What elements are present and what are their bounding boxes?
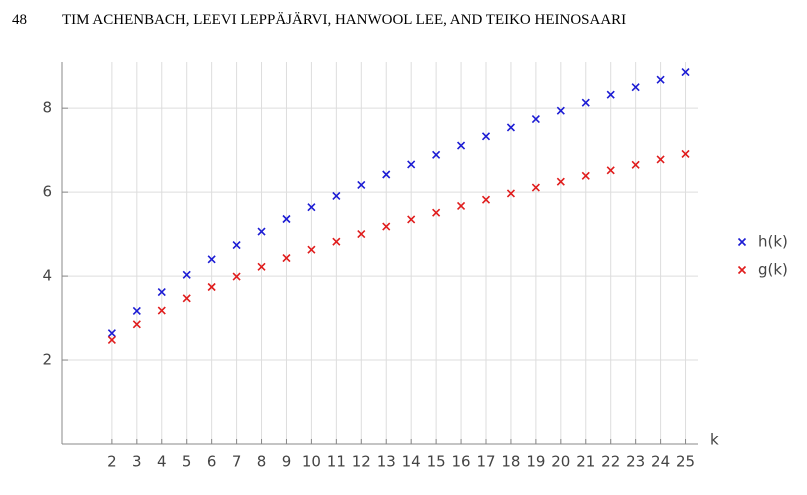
x-tick-label: 19 <box>526 453 545 471</box>
point <box>332 237 341 246</box>
point <box>282 214 291 224</box>
x-tick-label: 14 <box>402 453 421 471</box>
point <box>107 329 116 338</box>
x-axis-label: k <box>710 431 719 449</box>
point <box>432 150 441 159</box>
point <box>382 170 391 179</box>
x-tick-label: 20 <box>551 453 570 471</box>
point <box>357 180 366 190</box>
point <box>481 132 491 141</box>
x-tick-label: 9 <box>282 453 292 471</box>
x-tick-label: 10 <box>302 453 321 471</box>
x-tick-label: 11 <box>327 453 346 471</box>
running-header: TIM ACHENBACH, LEEVI LEPPÄJÄRVI, HANWOOL… <box>62 11 626 28</box>
y-tick-label: 8 <box>42 99 52 117</box>
x-tick-label: 8 <box>257 453 267 471</box>
point <box>456 141 466 150</box>
point <box>257 227 266 236</box>
point <box>132 320 141 329</box>
point <box>157 306 166 315</box>
point <box>631 83 640 92</box>
point <box>631 160 640 169</box>
x-tick-label: 2 <box>107 453 117 471</box>
x-tick-label: 3 <box>132 453 142 471</box>
legend-marker <box>737 265 747 275</box>
x-tick-label: 24 <box>651 453 670 471</box>
x-tick-label: 23 <box>626 453 645 471</box>
point <box>132 306 141 315</box>
x-tick-label: 21 <box>576 453 595 471</box>
y-tick-label: 2 <box>42 351 52 369</box>
point <box>606 90 615 99</box>
x-tick-label: 17 <box>476 453 495 471</box>
point <box>232 240 241 250</box>
point <box>681 68 690 77</box>
x-tick-label: 12 <box>352 453 371 471</box>
point <box>282 253 291 263</box>
x-tick-label: 16 <box>452 453 471 471</box>
x-tick-label: 6 <box>207 453 217 471</box>
point <box>407 160 416 169</box>
x-tick-label: 13 <box>377 453 396 471</box>
point <box>506 189 516 198</box>
x-tick-label: 22 <box>601 453 620 471</box>
point <box>432 208 441 217</box>
point <box>382 222 391 231</box>
point <box>531 183 540 192</box>
point <box>207 255 216 264</box>
point <box>606 166 615 175</box>
point <box>581 98 590 107</box>
point <box>556 177 565 186</box>
legend-marker <box>737 237 747 247</box>
x-tick-label: 25 <box>676 453 695 471</box>
point <box>656 155 665 164</box>
y-tick-label: 4 <box>42 267 52 285</box>
point <box>531 115 540 124</box>
point <box>207 282 216 292</box>
point <box>157 287 166 297</box>
x-tick-label: 18 <box>501 453 520 471</box>
legend-label: g(k) <box>758 261 788 279</box>
legend-label: h(k) <box>758 233 788 251</box>
point <box>307 245 316 254</box>
x-tick-label: 15 <box>427 453 446 471</box>
point <box>182 294 191 303</box>
point <box>556 106 565 115</box>
point <box>481 195 491 204</box>
point <box>681 149 690 158</box>
point <box>506 123 516 132</box>
x-tick-label: 7 <box>232 453 242 471</box>
point <box>656 75 665 84</box>
page-number: 48 <box>12 12 27 28</box>
y-tick-label: 6 <box>42 183 52 201</box>
point <box>232 272 241 281</box>
point <box>107 335 116 344</box>
point <box>307 203 316 212</box>
x-tick-label: 5 <box>182 453 192 471</box>
point <box>332 191 341 200</box>
x-tick-label: 4 <box>157 453 167 471</box>
point <box>182 270 191 279</box>
point <box>357 230 366 239</box>
point <box>407 215 416 224</box>
point <box>257 262 266 271</box>
point <box>456 201 466 211</box>
point <box>581 171 590 180</box>
